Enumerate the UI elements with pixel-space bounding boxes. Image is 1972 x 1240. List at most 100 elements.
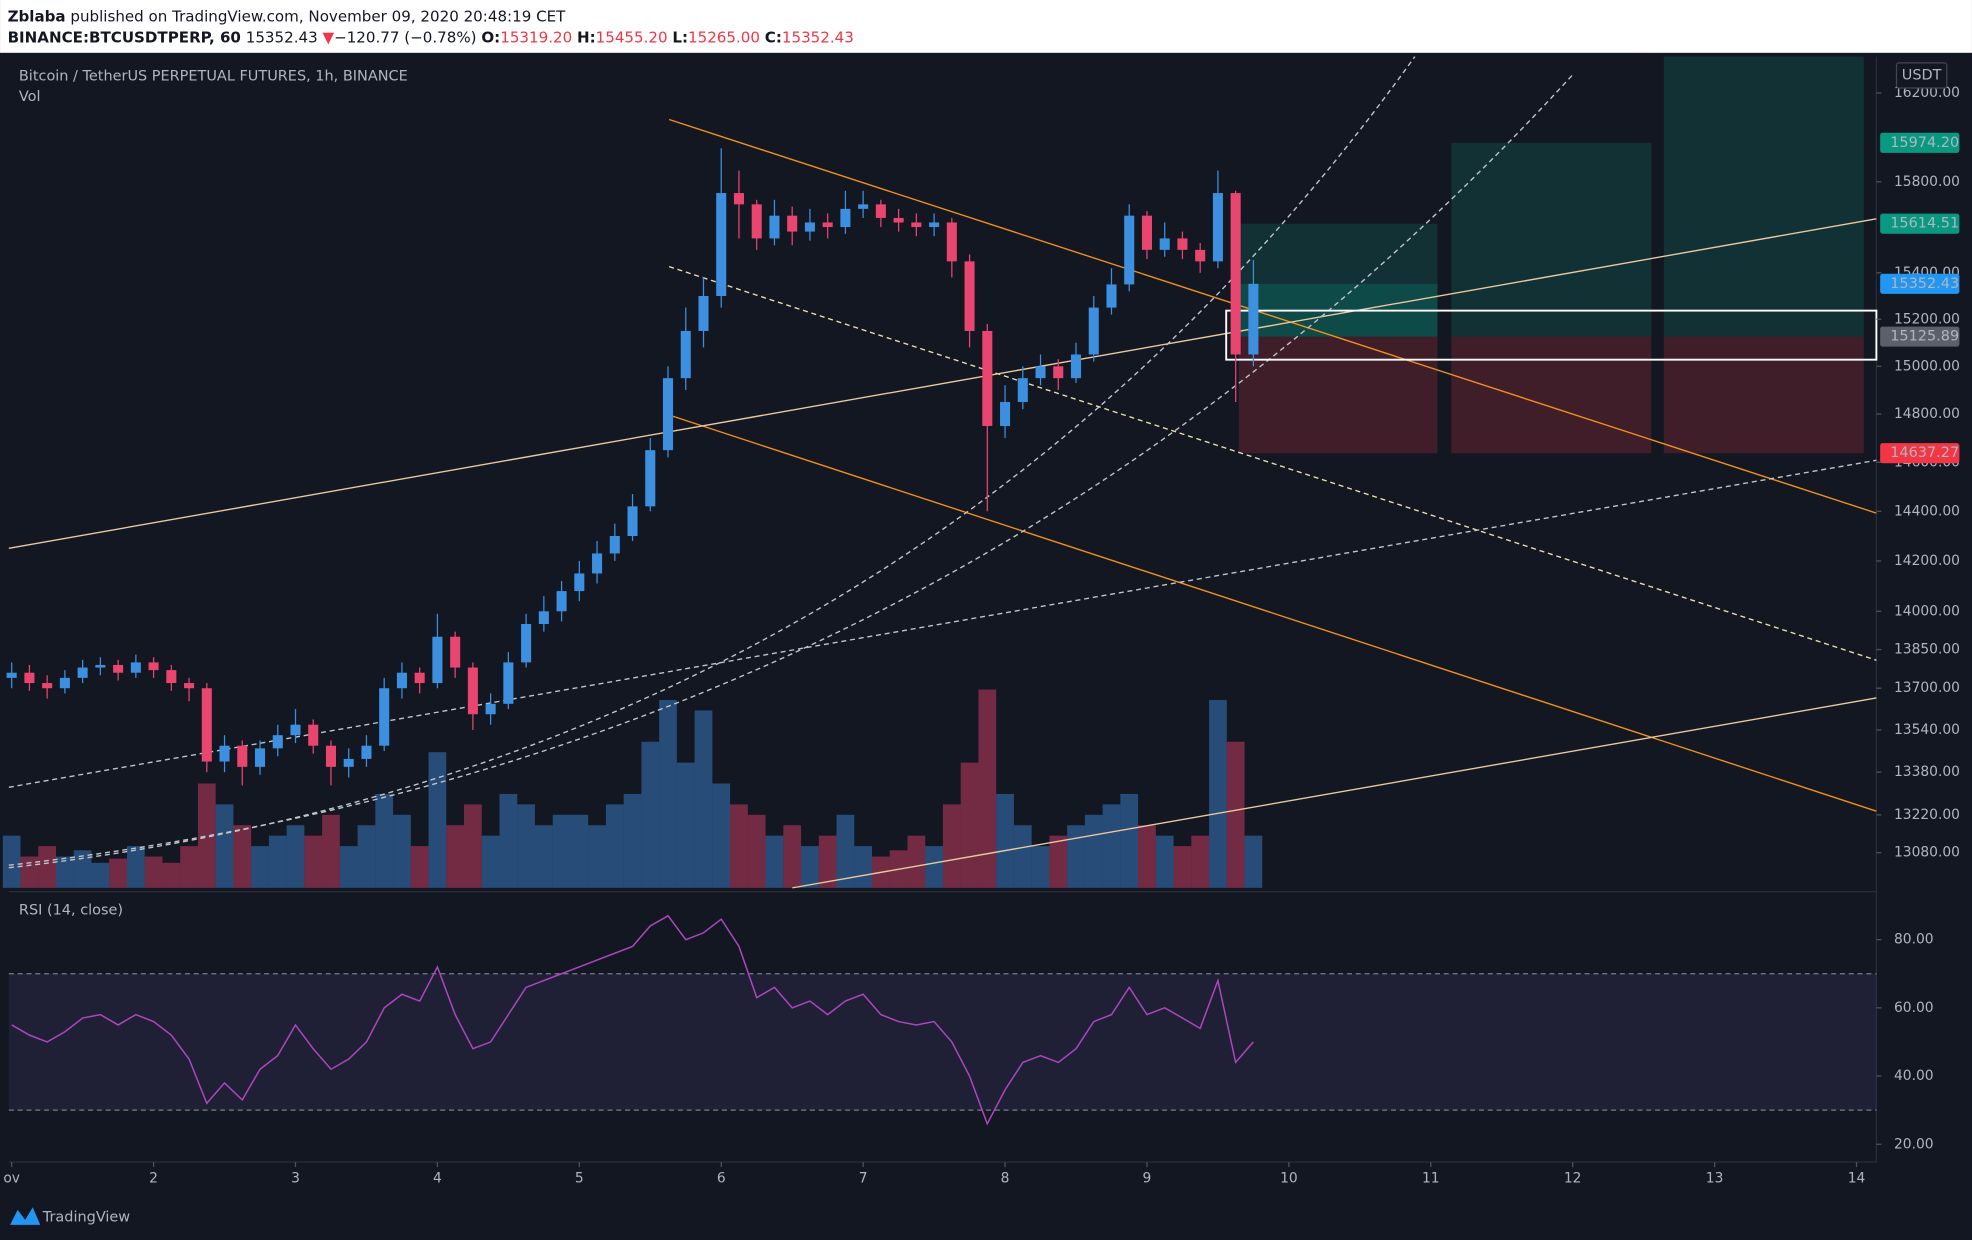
volume-bar: [286, 825, 305, 888]
candle-body: [556, 591, 567, 612]
brand: TradingView: [42, 1209, 131, 1225]
volume-bar: [339, 846, 358, 888]
target-zone: [1663, 56, 1864, 337]
volume-bar: [268, 835, 287, 888]
rsi-tick-label: 20.00: [1894, 1136, 1934, 1152]
candle-body: [254, 748, 266, 767]
c: 15352.43: [782, 28, 854, 46]
y-tick-label: 13850.00: [1894, 642, 1960, 658]
y-tick-label: 13380.00: [1894, 764, 1960, 780]
candle-body: [787, 215, 798, 232]
candle-body: [201, 688, 212, 762]
price-label-box: [1880, 443, 1960, 464]
currency-box[interactable]: [1895, 62, 1948, 89]
h: 15455.20: [596, 28, 668, 46]
candle-body: [325, 745, 337, 767]
volume-bar: [56, 856, 74, 888]
price-label: 15974.20: [1890, 135, 1959, 151]
candle-body: [184, 683, 195, 689]
volume-bar: [1155, 835, 1174, 888]
volume-bar: [960, 762, 979, 888]
volume-bar: [464, 804, 482, 888]
volume-bar: [1067, 825, 1085, 888]
rsi-tick-label: 40.00: [1894, 1068, 1934, 1084]
price-label: 14637.27: [1890, 445, 1959, 461]
x-tick-label: 4: [433, 1170, 442, 1186]
volume-bar: [1102, 804, 1121, 888]
candle-body: [858, 204, 869, 209]
volume-bar: [304, 835, 323, 888]
candle-body: [982, 330, 993, 426]
target-zone: [1451, 142, 1652, 337]
volume-bar: [818, 835, 837, 888]
y-tick-label: 14400.00: [1894, 503, 1960, 519]
candle-body: [361, 745, 372, 759]
volume-bar: [925, 846, 943, 888]
rsi-tick-label: 80.00: [1894, 932, 1934, 948]
candle-body: [662, 378, 674, 451]
x-tick-label: 9: [1143, 1170, 1152, 1186]
arrow: ▼: [322, 28, 334, 46]
candle-body: [875, 204, 886, 218]
volume-bar: [109, 858, 127, 888]
volume-bar: [659, 699, 677, 888]
candle-body: [467, 667, 478, 715]
candle-body: [503, 662, 514, 704]
volume-bar: [712, 783, 731, 888]
candle-body: [1141, 215, 1152, 250]
x-tick-label: 11: [1422, 1170, 1440, 1186]
candle-body: [432, 636, 443, 684]
volume-bar: [1120, 793, 1139, 888]
volume-bar: [801, 846, 819, 888]
volume-bar: [481, 835, 500, 888]
candle-body: [893, 217, 904, 223]
volume-bar: [2, 835, 21, 888]
price-label-box: [1880, 273, 1960, 294]
x-tick-label: 13: [1706, 1170, 1724, 1186]
candle-body: [698, 295, 709, 331]
volume-bar: [1049, 835, 1068, 888]
volume-bar: [91, 862, 110, 888]
volume-bar: [641, 741, 660, 888]
price-label: 15125.89: [1890, 329, 1959, 345]
volume-bar: [251, 846, 269, 888]
volume-bar: [357, 825, 376, 888]
footer-bar: [0, 1194, 1972, 1240]
symbol: BINANCE:BTCUSDTPERP, 60: [8, 28, 241, 46]
candle-body: [1248, 283, 1259, 355]
candle-body: [42, 683, 53, 689]
candle-body: [1088, 307, 1099, 355]
volume-bar: [1191, 835, 1210, 888]
x-tick-label: 6: [717, 1170, 726, 1186]
volume-bar: [747, 814, 766, 888]
candle-body: [290, 724, 301, 736]
l: 15265.00: [688, 28, 760, 46]
price-label-box: [1880, 213, 1960, 234]
candle-body: [166, 670, 177, 684]
candle-body: [911, 222, 922, 228]
volume-bar: [1173, 846, 1192, 888]
curve: [8, 74, 1573, 866]
volume-bar: [1013, 825, 1032, 888]
rsi-line: [11, 914, 1254, 1126]
candle-body: [485, 703, 496, 715]
candle-body: [1017, 378, 1028, 402]
volume-bar: [375, 793, 394, 888]
volume-bar: [730, 804, 748, 888]
x-tick-label: 8: [1001, 1170, 1010, 1186]
volume-bar: [393, 814, 411, 888]
trend-line: [8, 459, 1877, 788]
y-tick-label: 13080.00: [1894, 845, 1960, 861]
volume-bar: [428, 752, 447, 888]
volume-bar: [854, 846, 873, 888]
candle-body: [733, 193, 745, 205]
x-tick-label: 10: [1280, 1170, 1298, 1186]
highlight-rect: [1225, 309, 1878, 361]
chart-title: Bitcoin / TetherUS PERPETUAL FUTURES, 1h…: [19, 69, 408, 85]
candle-body: [680, 330, 691, 379]
candle-body: [1230, 193, 1241, 355]
trend-line: [8, 218, 1877, 549]
candle-body: [1177, 238, 1188, 250]
